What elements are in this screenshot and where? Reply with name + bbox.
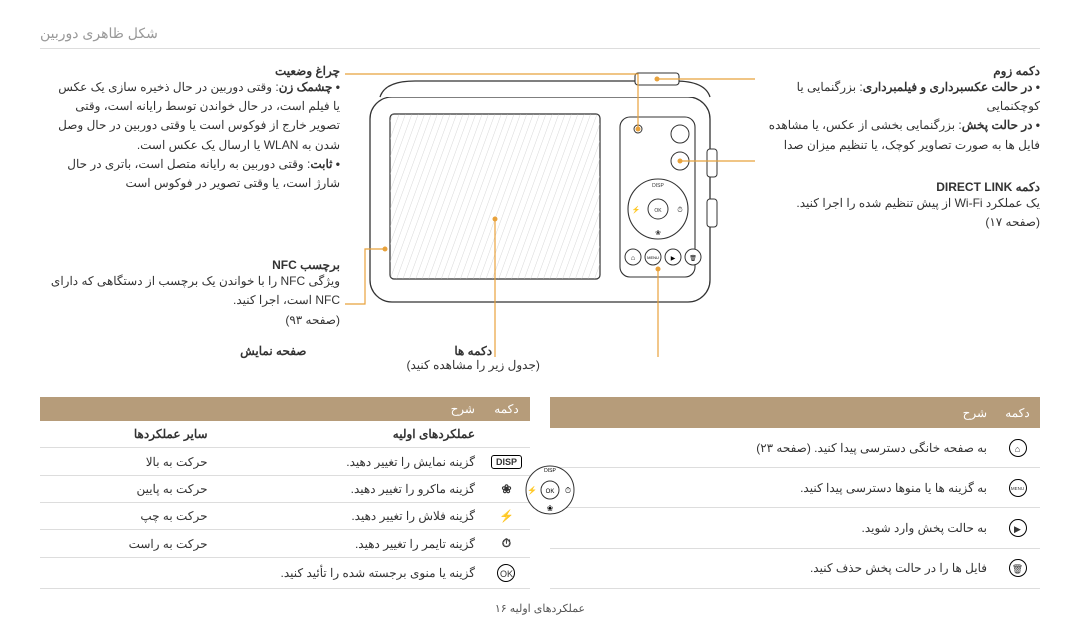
direct-title: دکمه DIRECT LINK (760, 180, 1040, 194)
table-row: DISP گزینه نمایش را تغییر دهید. حرکت به … (40, 448, 530, 476)
nfc-text: ویژگی NFC را با خواندن یک برچسب از دستگا… (50, 272, 340, 310)
right-table: دکمه شرح ⌂ به صفحه خانگی دسترسی پیدا کنی… (550, 397, 1040, 589)
status-blink: • چشمک زن: وقتی دوربین در حال ذخیره سازی… (50, 78, 340, 155)
flash-icon: ⚡ (499, 509, 514, 523)
status-steady-bold: • ثابت (310, 157, 340, 171)
zoom-bullet-2: • در حالت پخش: بزرگنمایی بخشی از عکس، یا… (760, 116, 1040, 154)
table-row: ❀ گزینه ماکرو را تغییر دهید. حرکت به پای… (40, 476, 530, 503)
svg-text:⚡: ⚡ (632, 205, 641, 214)
table-row: 🗑 فایل ها را در حالت پخش حذف کنید. (550, 548, 1040, 588)
row-d2: حرکت به راست (40, 530, 216, 558)
th-desc: شرح (40, 397, 483, 421)
ok-icon-glyph: OK (497, 564, 515, 582)
nfc-title: برچسب NFC (50, 258, 340, 272)
row-d2: حرکت به پایین (40, 476, 216, 503)
table-row: ▶ به حالت پخش وارد شوید. (550, 508, 1040, 548)
direct-text: یک عملکرد Wi-Fi از پیش تنظیم شده را اجرا… (760, 194, 1040, 213)
nfc-label: برچسب NFC ویژگی NFC را با خواندن یک برچس… (50, 258, 340, 330)
svg-text:⌂: ⌂ (631, 255, 635, 262)
th-button: دکمه (483, 397, 530, 421)
zoom-bullet-1: • در حالت عکسبرداری و فیلمبرداری: بزرگنم… (760, 78, 1040, 116)
row-desc: به حالت پخش وارد شوید. (550, 508, 995, 548)
right-labels: دکمه زوم • در حالت عکسبرداری و فیلمبردار… (760, 64, 1040, 374)
row-icon: 🗑 (995, 548, 1040, 588)
row-icon: MENU (995, 468, 1040, 508)
svg-text:OK: OK (546, 489, 555, 495)
svg-text:❀: ❀ (655, 230, 661, 237)
page-footer: عملکردهای اولیه ۱۶ (0, 602, 1080, 615)
camera-svg: DISP ❀ ⚡ ⏱ OK ⌂ MENU ▶ 🗑 (345, 69, 755, 369)
status-blink-bold: • چشمک زن (279, 80, 340, 94)
row-icon: ▶ (995, 508, 1040, 548)
svg-text:DISP: DISP (544, 468, 556, 474)
th-desc: شرح (550, 397, 995, 428)
row-d1: گزینه فلاش را تغییر دهید. (216, 503, 483, 530)
subhead-1: عملکردهای اولیه (216, 421, 483, 448)
row-icon: ⌂ (995, 428, 1040, 468)
content-top: دکمه زوم • در حالت عکسبرداری و فیلمبردار… (40, 64, 1040, 374)
direct-page: (صفحه ۱۷) (760, 213, 1040, 232)
ok-row: OK گزینه یا منوی برجسته شده را تأئید کنی… (40, 558, 530, 589)
row-d1: گزینه تایمر را تغییر دهید. (216, 530, 483, 558)
table-subheader: عملکردهای اولیه سایر عملکردها (40, 421, 530, 448)
row-icon: ⏱ (483, 530, 530, 558)
subhead-2: سایر عملکردها (40, 421, 216, 448)
ok-desc: گزینه یا منوی برجسته شده را تأئید کنید. (40, 558, 483, 589)
disp-icon: DISP (491, 455, 522, 469)
direct-link-label: دکمه DIRECT LINK یک عملکرد Wi-Fi از پیش … (760, 180, 1040, 232)
th-button: دکمه (995, 397, 1040, 428)
row-desc: به صفحه خانگی دسترسی پیدا کنید. (صفحه ۲۳… (550, 428, 995, 468)
ok-icon: OK (483, 558, 530, 589)
zoom-title: دکمه زوم (760, 64, 1040, 78)
timer-icon: ⏱ (502, 536, 511, 551)
svg-text:🗑: 🗑 (689, 254, 697, 262)
row-desc: به گزینه ها یا منوها دسترسی پیدا کنید. (550, 468, 995, 508)
page-header: شکل ظاهری دوربین (40, 25, 1040, 49)
trash-icon: 🗑 (1009, 559, 1027, 577)
table-header-row: دکمه شرح (550, 397, 1040, 428)
status-steady: • ثابت: وقتی دوربین به رایانه متصل است، … (50, 155, 340, 193)
status-light-label: چراغ وضعیت • چشمک زن: وقتی دوربین در حال… (50, 64, 340, 193)
status-steady-text: : وقتی دوربین به رایانه متصل است، باتری … (67, 157, 340, 190)
zoom-bullet2-bold: • در حالت پخش (962, 118, 1040, 132)
home-icon: ⌂ (1009, 439, 1027, 457)
menu-icon: MENU (1009, 479, 1027, 497)
svg-text:⏱: ⏱ (565, 486, 571, 495)
row-desc: فایل ها را در حالت پخش حذف کنید. (550, 548, 995, 588)
status-title: چراغ وضعیت (50, 64, 340, 78)
table-row: ⚡ گزینه فلاش را تغییر دهید. حرکت به چپ (40, 503, 530, 530)
svg-text:DISP: DISP (652, 183, 664, 189)
row-d2: حرکت به بالا (40, 448, 216, 476)
table-row: MENU به گزینه ها یا منوها دسترسی پیدا کن… (550, 468, 1040, 508)
nav-pad-diagram: DISP ❀ ⚡ ⏱ OK (520, 452, 580, 532)
table-row: ⏱ گزینه تایمر را تغییر دهید. حرکت به راس… (40, 530, 530, 558)
svg-text:❀: ❀ (547, 504, 554, 513)
svg-text:⏱: ⏱ (677, 206, 683, 214)
nfc-page: (صفحه ۹۳) (50, 311, 340, 330)
play-icon: ▶ (1009, 519, 1027, 537)
row-d2: حرکت به چپ (40, 503, 216, 530)
svg-text:⚡: ⚡ (527, 485, 537, 495)
camera-illustration: DISP ❀ ⚡ ⏱ OK ⌂ MENU ▶ 🗑 (340, 64, 760, 374)
svg-text:OK: OK (654, 208, 662, 214)
svg-text:MENU: MENU (647, 255, 659, 260)
table-header-row: دکمه شرح (40, 397, 530, 421)
row-d1: گزینه نمایش را تغییر دهید. (216, 448, 483, 476)
table-row: ⌂ به صفحه خانگی دسترسی پیدا کنید. (صفحه … (550, 428, 1040, 468)
zoom-bullet1-bold: • در حالت عکسبرداری و فیلمبرداری (863, 80, 1040, 94)
row-d1: گزینه ماکرو را تغییر دهید. (216, 476, 483, 503)
macro-icon: ❀ (501, 482, 511, 496)
left-labels: چراغ وضعیت • چشمک زن: وقتی دوربین در حال… (50, 64, 340, 374)
left-table: دکمه شرح عملکردهای اولیه سایر عملکردها D… (40, 397, 530, 589)
zoom-label: دکمه زوم • در حالت عکسبرداری و فیلمبردار… (760, 64, 1040, 155)
svg-text:▶: ▶ (671, 256, 676, 262)
